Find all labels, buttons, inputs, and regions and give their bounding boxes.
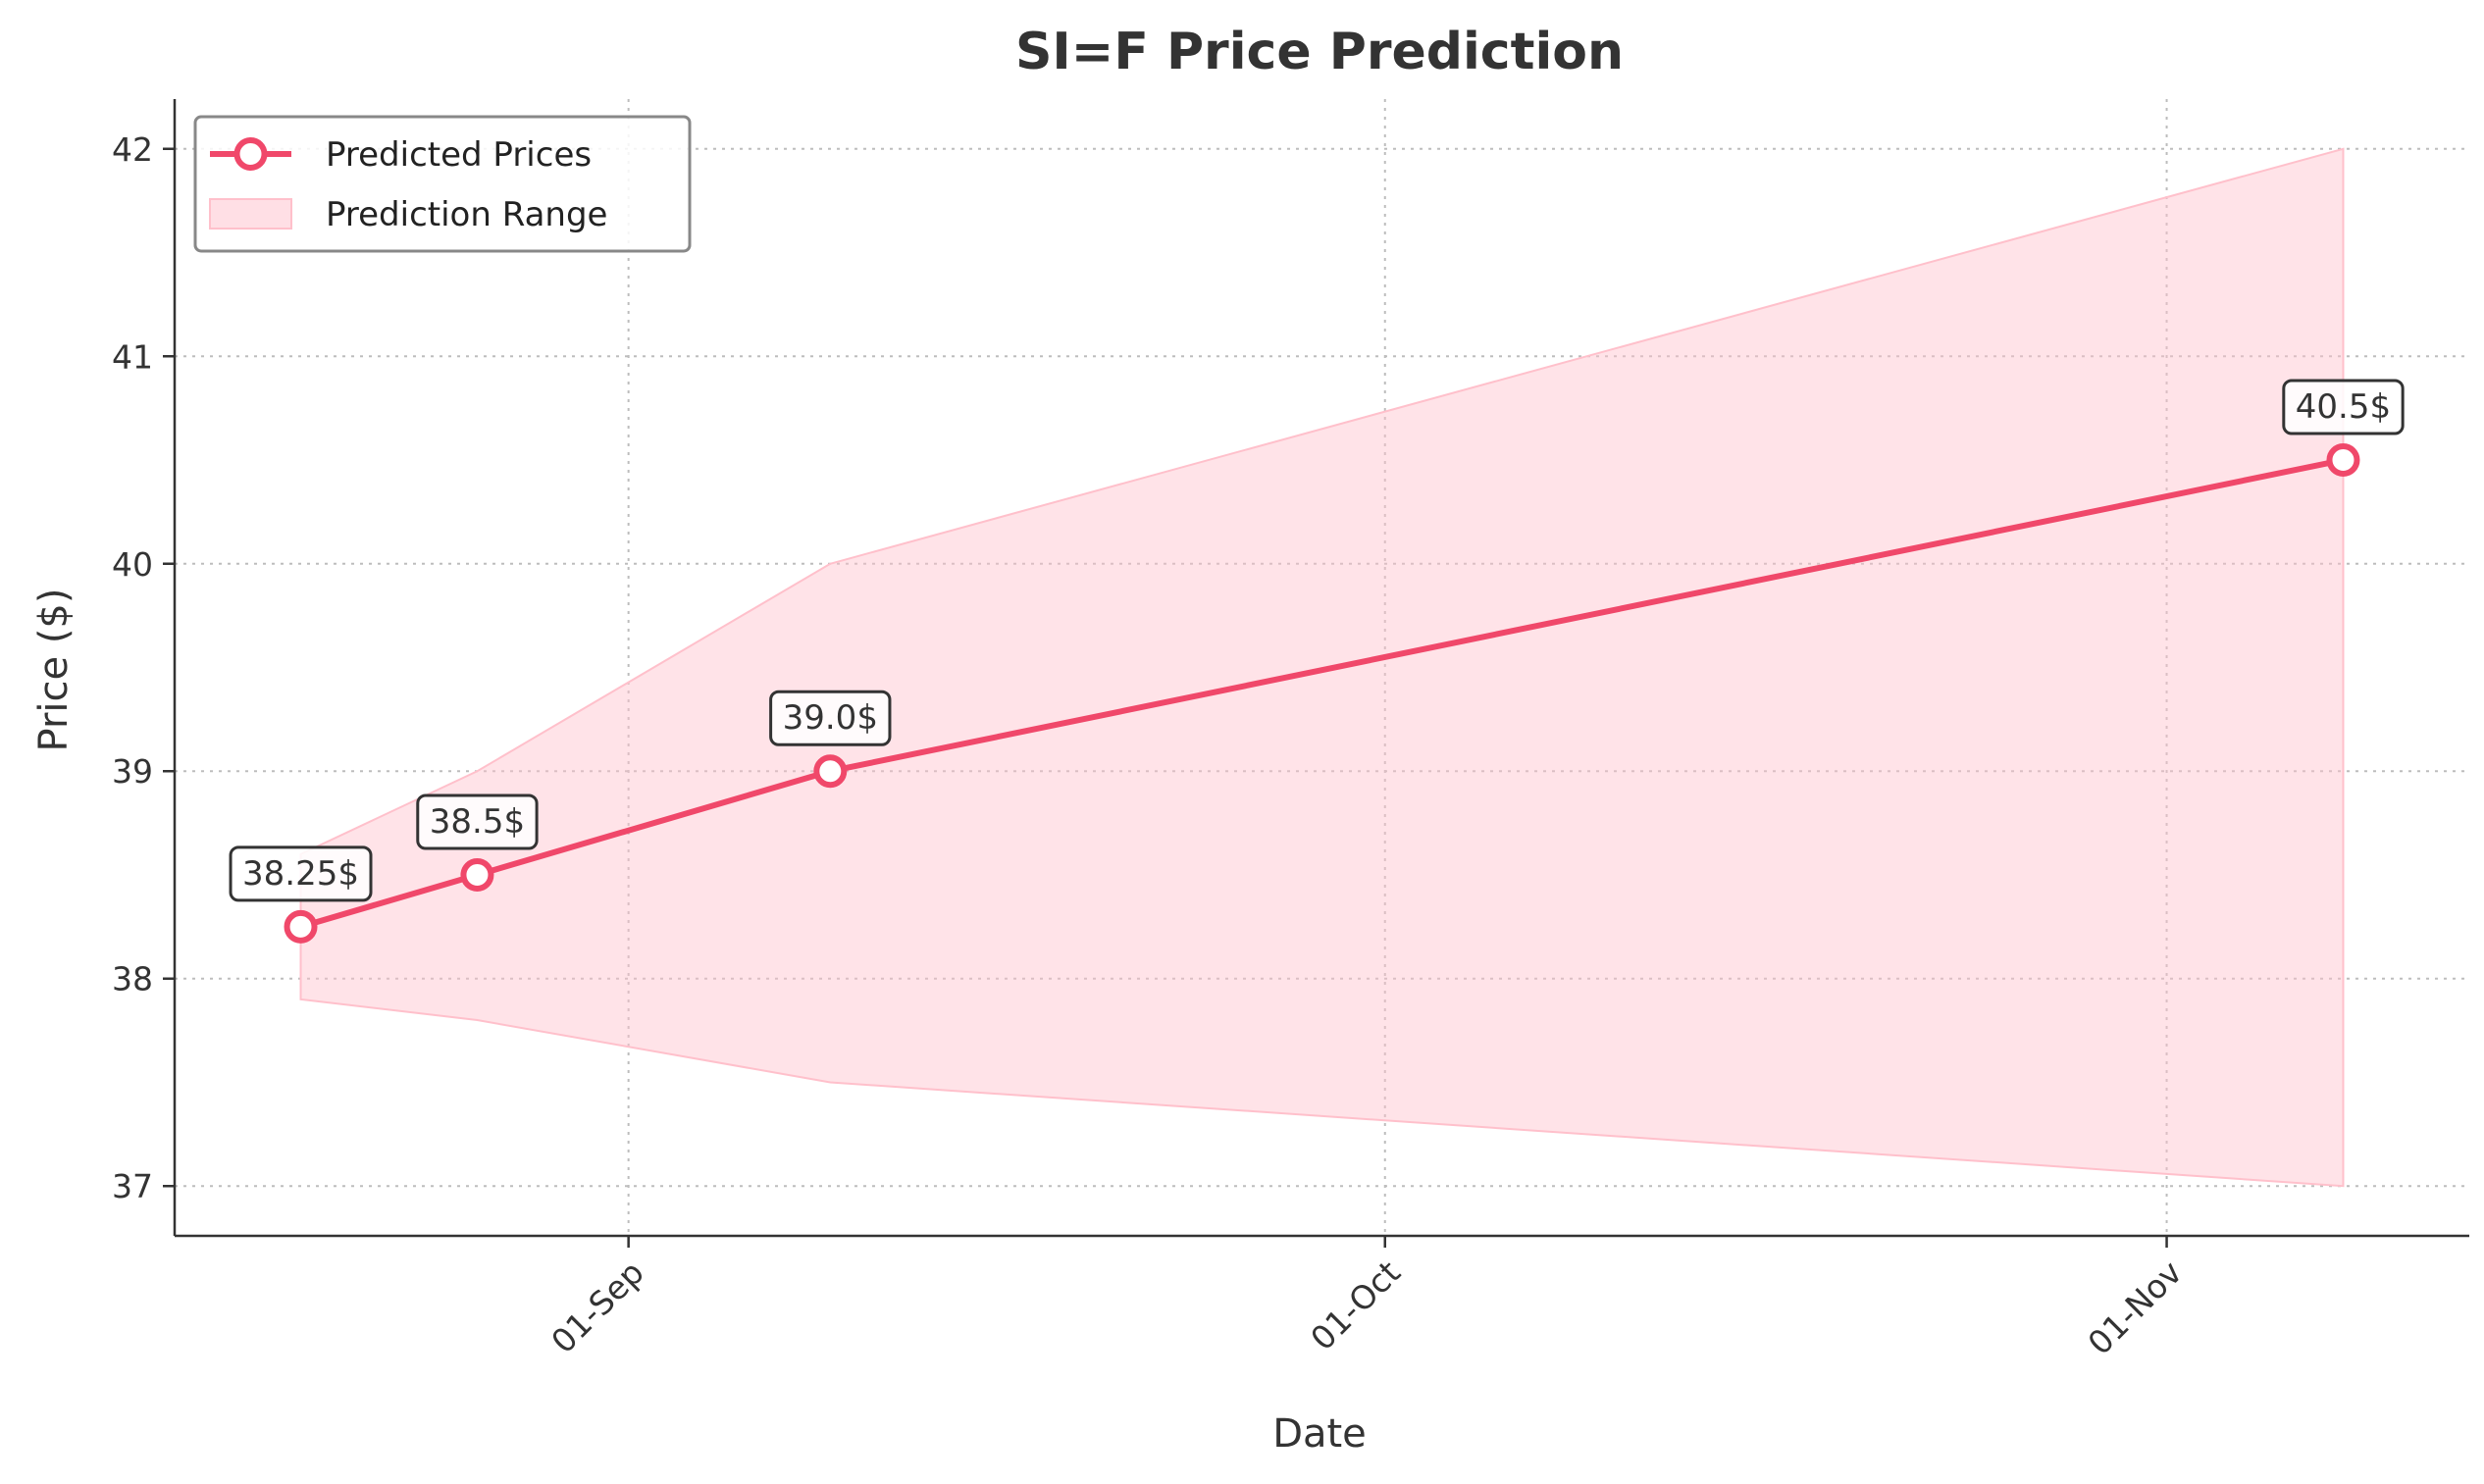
predicted-price-points	[284, 443, 2360, 944]
data-label: 39.0$	[769, 690, 892, 746]
y-axis-label: Price ($)	[31, 588, 77, 752]
data-label-box	[769, 690, 892, 746]
y-tick-label: 37	[112, 1167, 153, 1205]
chart-title: SI=F Price Prediction	[1015, 23, 1624, 81]
legend-range-swatch	[209, 198, 292, 230]
predicted-price-point	[460, 857, 494, 892]
legend-predicted-prices: Predicted Prices	[326, 135, 592, 175]
x-tick-label: 01-Sep	[543, 1254, 651, 1361]
predicted-price-point	[2326, 443, 2360, 478]
data-label-text: 40.5$	[2296, 387, 2391, 427]
y-tick-label: 41	[112, 337, 153, 376]
data-label-box	[416, 793, 539, 850]
data-label-box	[2282, 379, 2405, 435]
x-tick-label: 01-Nov	[2081, 1254, 2190, 1362]
legend-frame	[193, 115, 692, 253]
y-ticks: 37 38 39 40 41 42	[112, 130, 175, 1205]
x-axis-label: Date	[1272, 1411, 1367, 1457]
axes	[173, 99, 2469, 1238]
y-tick-label: 38	[112, 960, 153, 998]
data-label-text: 38.5$	[430, 802, 525, 842]
predicted-price-point	[284, 909, 318, 944]
data-label-text: 39.0$	[783, 698, 878, 738]
x-tick-label: 01-Oct	[1303, 1254, 1408, 1358]
data-label: 40.5$	[2282, 379, 2405, 435]
predicted-prices-series	[297, 457, 2347, 930]
legend-marker-swatch	[233, 137, 268, 171]
y-tick-label: 39	[112, 752, 153, 791]
predicted-price-point	[813, 754, 848, 789]
data-label-box	[229, 845, 373, 902]
y-tick-label: 42	[112, 130, 153, 169]
legend: Predicted Prices Prediction Range	[193, 115, 692, 253]
data-labels: 38.25$ 38.5$ 39.0$ 40.5$	[229, 379, 2405, 902]
data-label: 38.25$	[229, 845, 373, 902]
predicted-prices-line	[297, 457, 2347, 930]
data-label-text: 38.25$	[242, 854, 359, 894]
y-tick-label: 40	[112, 545, 153, 584]
data-label: 38.5$	[416, 793, 539, 850]
x-ticks: 01-Sep 01-Oct 01-Nov	[543, 1236, 2190, 1362]
legend-prediction-range: Prediction Range	[326, 195, 607, 234]
